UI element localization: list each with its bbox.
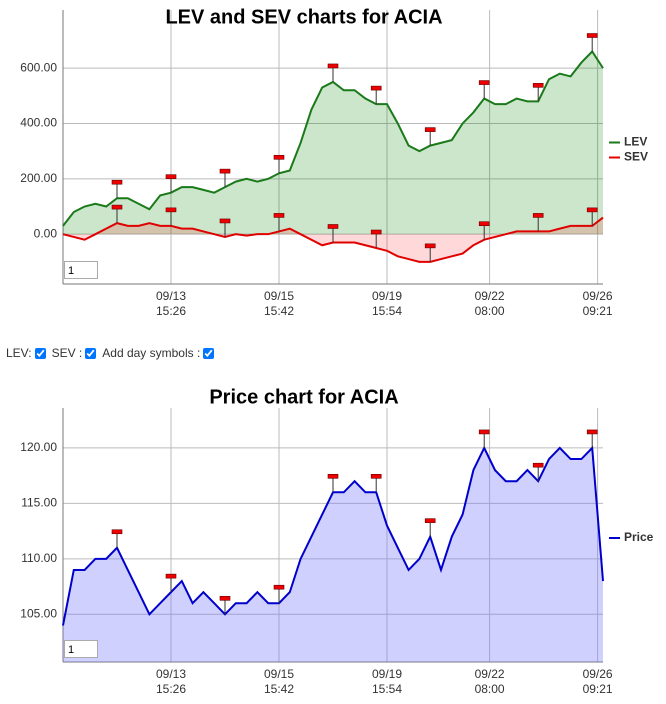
zoom-input[interactable]: 1 bbox=[64, 261, 98, 279]
day-symbol bbox=[327, 473, 339, 479]
chart-title: LEV and SEV charts for ACIA bbox=[165, 6, 442, 28]
y-tick-label: 400.00 bbox=[20, 116, 57, 130]
day-symbol bbox=[111, 529, 123, 535]
day-symbol bbox=[586, 33, 598, 38]
control-label: LEV: bbox=[6, 346, 32, 360]
day-symbol bbox=[165, 573, 177, 579]
day-symbol bbox=[532, 213, 544, 218]
y-tick-label: 110.00 bbox=[21, 551, 57, 565]
day-symbol bbox=[478, 429, 490, 435]
day-symbol bbox=[111, 179, 123, 185]
day-symbol bbox=[219, 168, 231, 174]
zoom-input[interactable]: 1 bbox=[64, 640, 98, 658]
x-tick-label: 09/26 09:21 bbox=[582, 289, 613, 318]
legend-label: LEV bbox=[624, 135, 647, 149]
x-tick-label: 09/19 15:54 bbox=[371, 289, 403, 318]
day-symbol bbox=[586, 207, 598, 213]
chart-title: Price chart for ACIA bbox=[209, 386, 398, 408]
day-symbol bbox=[273, 584, 285, 590]
lev-checkbox[interactable] bbox=[34, 347, 46, 359]
y-tick-label: 105.00 bbox=[20, 606, 57, 620]
x-tick-label: 09/22 08:00 bbox=[474, 289, 505, 318]
y-tick-label: 115.00 bbox=[21, 496, 57, 510]
day-symbol bbox=[586, 429, 598, 435]
day-symbol bbox=[273, 213, 285, 218]
series-line bbox=[62, 216, 604, 263]
x-tick-label: 09/19 15:54 bbox=[371, 667, 403, 696]
sev-checkbox[interactable] bbox=[85, 347, 97, 359]
legend-label: SEV bbox=[624, 150, 648, 164]
control-label: Add day symbols : bbox=[102, 346, 201, 360]
control-label: SEV : bbox=[51, 346, 83, 360]
controls: LEV: SEV : Add day symbols : bbox=[6, 346, 217, 360]
day-symbol bbox=[111, 204, 123, 210]
day-symbol bbox=[424, 243, 436, 249]
day-symbol bbox=[478, 80, 490, 85]
x-tick-label: 09/15 15:42 bbox=[263, 289, 295, 318]
day-symbol bbox=[532, 462, 544, 468]
y-tick-label: 120.00 bbox=[20, 440, 57, 454]
x-tick-label: 09/13 15:26 bbox=[155, 667, 187, 696]
day-symbol bbox=[424, 518, 436, 523]
legend-label: Price bbox=[624, 530, 654, 544]
x-tick-label: 09/22 08:00 bbox=[474, 667, 505, 696]
x-tick-label: 09/13 15:26 bbox=[155, 289, 187, 318]
day-symbol bbox=[478, 221, 490, 227]
day-symbol bbox=[219, 596, 231, 601]
day-symbol bbox=[370, 473, 382, 479]
symbols-checkbox[interactable] bbox=[203, 347, 215, 359]
series-line bbox=[62, 49, 604, 227]
x-tick-label: 09/26 09:21 bbox=[582, 667, 613, 696]
day-symbol bbox=[424, 127, 436, 132]
y-tick-label: 200.00 bbox=[20, 171, 57, 185]
day-symbol bbox=[370, 229, 382, 235]
series-line bbox=[62, 445, 604, 626]
day-symbol bbox=[327, 224, 339, 229]
area-fill bbox=[63, 447, 603, 662]
day-symbol bbox=[165, 174, 177, 179]
day-symbol bbox=[327, 63, 339, 69]
y-tick-label: 0.00 bbox=[34, 226, 58, 240]
day-symbol bbox=[532, 83, 544, 88]
day-symbol bbox=[165, 207, 177, 213]
day-symbol bbox=[219, 218, 231, 224]
day-symbol bbox=[273, 154, 285, 160]
y-tick-label: 600.00 bbox=[20, 60, 57, 74]
x-tick-label: 09/15 15:42 bbox=[263, 667, 295, 696]
day-symbol bbox=[370, 85, 382, 91]
